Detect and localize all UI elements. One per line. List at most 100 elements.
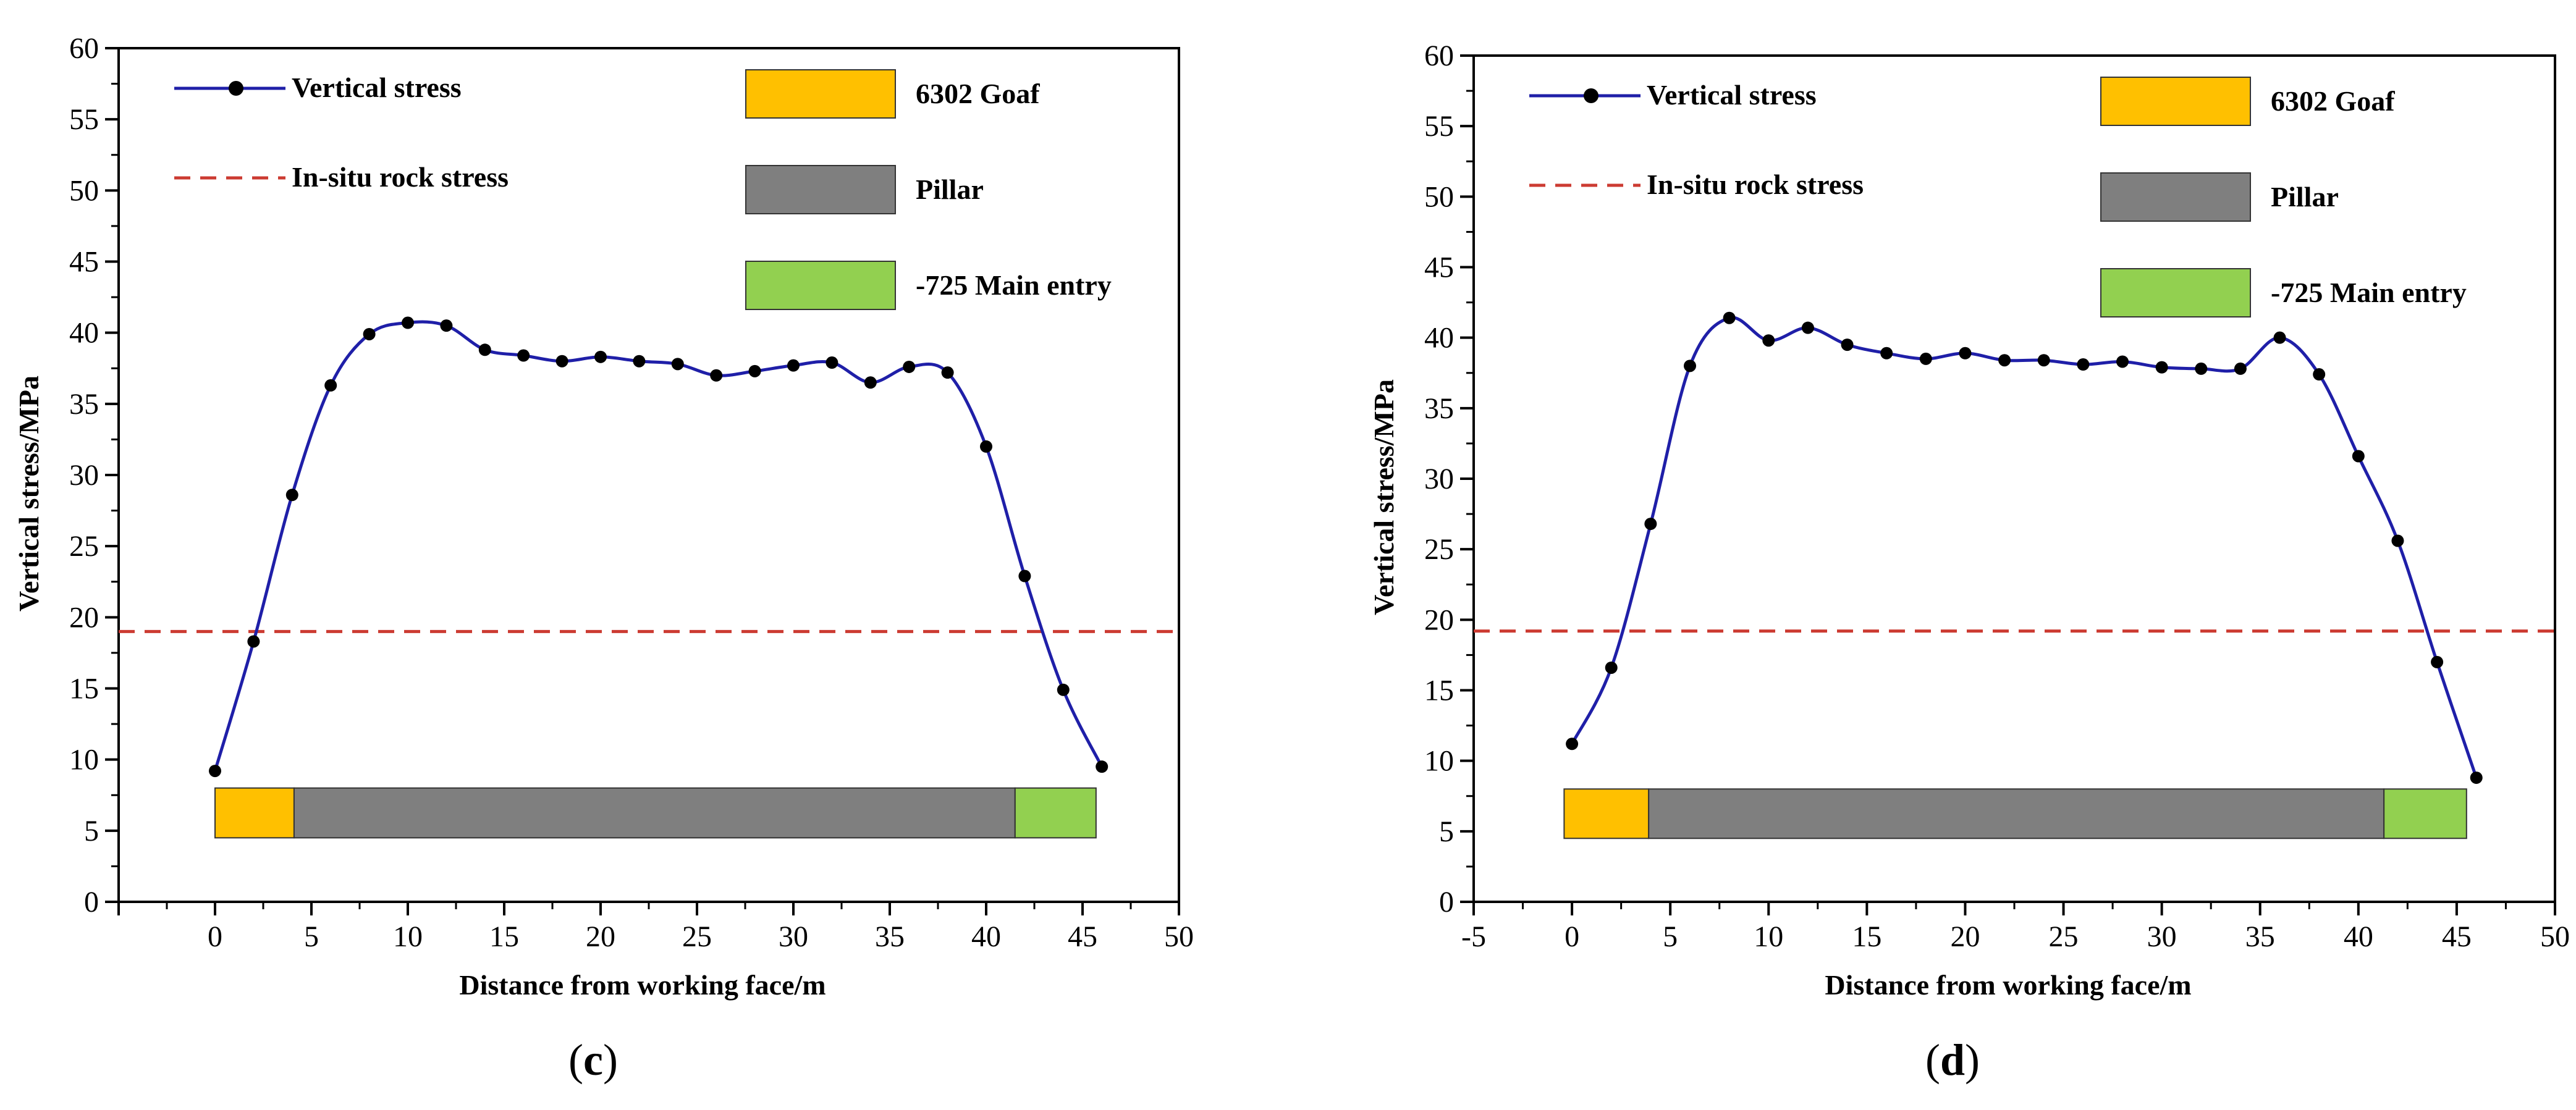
- y-tick-label: 15: [1424, 675, 1454, 707]
- legend-swatch-entry: [745, 261, 896, 310]
- data-point: [209, 765, 221, 778]
- legend-label-zone: Pillar: [2271, 181, 2339, 212]
- data-point: [2234, 362, 2247, 375]
- x-tick-label: 25: [2049, 920, 2079, 953]
- data-point: [478, 343, 491, 356]
- data-point: [594, 350, 607, 363]
- data-point: [826, 356, 838, 369]
- data-point: [285, 489, 298, 502]
- y-tick-label: 0: [84, 886, 99, 919]
- data-point: [710, 369, 723, 382]
- data-point: [440, 319, 453, 332]
- data-point: [2431, 655, 2444, 668]
- x-tick-label: 0: [208, 920, 222, 953]
- legend-swatch-goaf: [2100, 77, 2251, 126]
- zone-bar-entry: [2383, 788, 2467, 839]
- data-point: [2195, 362, 2208, 375]
- legend-label-vertical-stress: Vertical stress: [292, 72, 462, 103]
- x-tick-label: 30: [779, 920, 808, 953]
- plot-frame: [117, 47, 1180, 903]
- y-tick-label: 25: [69, 530, 99, 563]
- x-tick-label: 25: [682, 920, 712, 953]
- data-point: [864, 376, 877, 389]
- legend-swatch-pillar: [2100, 172, 2251, 222]
- x-tick-label: -5: [1461, 920, 1486, 953]
- caption-paren-close: ): [1965, 1035, 1980, 1085]
- data-point: [2470, 772, 2483, 784]
- data-point: [1919, 352, 1932, 365]
- y-tick-label: 45: [69, 246, 99, 279]
- y-tick-label: 45: [1424, 251, 1454, 284]
- caption-letter: d: [1940, 1035, 1965, 1085]
- data-point: [2352, 450, 2365, 463]
- x-tick-label: 45: [1068, 920, 1097, 953]
- legend-label-zone: -725 Main entry: [2271, 277, 2467, 308]
- x-tick-label: 5: [304, 920, 319, 953]
- caption-paren-open: (: [568, 1035, 583, 1085]
- x-tick-label: 40: [971, 920, 1001, 953]
- zone-bar-pillar: [293, 787, 1016, 839]
- data-point: [980, 440, 992, 453]
- panel-caption: (c): [568, 1035, 618, 1085]
- y-tick-label: 50: [1424, 180, 1454, 213]
- zone-bar-pillar: [1648, 788, 2385, 839]
- caption-paren-open: (: [1925, 1035, 1940, 1085]
- data-point: [1018, 570, 1031, 582]
- y-tick-label: 35: [69, 388, 99, 421]
- x-tick-label: 20: [1950, 920, 1980, 953]
- legend-label-zone: 6302 Goaf: [2271, 85, 2395, 117]
- y-tick-label: 60: [69, 32, 99, 65]
- data-point: [247, 635, 260, 648]
- data-point: [1096, 760, 1109, 773]
- data-point: [363, 327, 376, 340]
- data-point: [517, 349, 530, 362]
- y-tick-label: 20: [1424, 603, 1454, 636]
- zone-bar-goaf: [1563, 788, 1650, 839]
- data-point: [787, 359, 800, 372]
- data-point: [402, 316, 414, 329]
- legend-swatch-entry: [2100, 268, 2251, 317]
- x-tick-label: 0: [1565, 920, 1579, 953]
- x-tick-label: 10: [393, 920, 423, 953]
- panel-caption: (d): [1925, 1035, 1980, 1085]
- y-tick-label: 0: [1439, 886, 1454, 919]
- data-point: [2155, 361, 2168, 374]
- zone-bar-goaf: [214, 787, 295, 839]
- data-point: [324, 379, 337, 392]
- y-tick-label: 20: [69, 601, 99, 634]
- data-point: [2313, 368, 2326, 381]
- y-tick-label: 50: [69, 174, 99, 207]
- x-tick-label: 50: [1164, 920, 1194, 953]
- legend-marker: [229, 81, 243, 96]
- y-tick-label: 40: [1424, 322, 1454, 355]
- data-point: [555, 355, 568, 368]
- x-tick-label: 30: [2147, 920, 2177, 953]
- data-point: [748, 364, 761, 377]
- data-point: [1762, 334, 1775, 347]
- data-point: [1998, 354, 2011, 367]
- y-tick-label: 60: [1424, 40, 1454, 72]
- y-tick-label: 55: [69, 103, 99, 136]
- data-point: [633, 355, 646, 368]
- data-point: [2077, 358, 2090, 371]
- data-point: [1959, 347, 1972, 359]
- x-tick-label: 50: [2540, 920, 2570, 953]
- y-tick-label: 35: [1424, 392, 1454, 425]
- legend-label-zone: -725 Main entry: [916, 269, 1112, 301]
- x-tick-label: 40: [2344, 920, 2373, 953]
- y-tick-label: 30: [69, 459, 99, 492]
- y-tick-label: 5: [84, 815, 99, 847]
- y-tick-label: 30: [1424, 463, 1454, 495]
- legend-marker: [1584, 88, 1598, 103]
- x-axis-label: Distance from working face/m: [459, 969, 826, 1001]
- data-point: [1684, 359, 1696, 372]
- data-point: [1801, 321, 1814, 334]
- data-point: [1605, 661, 1618, 674]
- data-point: [1566, 738, 1579, 751]
- y-tick-label: 5: [1439, 815, 1454, 848]
- x-tick-label: 20: [586, 920, 615, 953]
- x-tick-label: 15: [1852, 920, 1881, 953]
- x-tick-label: 45: [2442, 920, 2472, 953]
- legend-label-zone: 6302 Goaf: [916, 78, 1040, 109]
